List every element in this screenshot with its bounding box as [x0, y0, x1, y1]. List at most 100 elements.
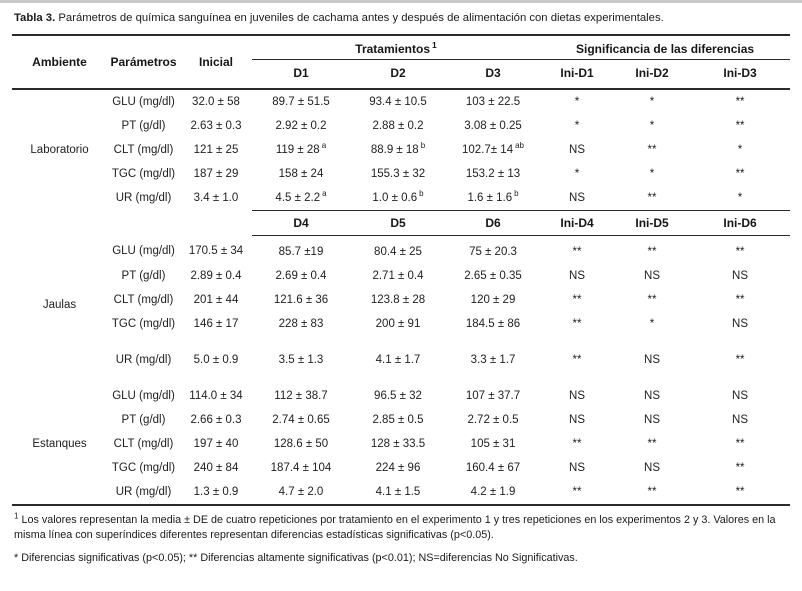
table-header: Ambiente Parámetros Inicial Tratamientos… — [12, 34, 791, 89]
significance-cell: * — [574, 95, 580, 108]
inicial-cell: 5.0 ± 0.9 — [193, 353, 239, 366]
table-row: PT (g/dl) 2.63 ± 0.3 2.92 ± 0.2 2.88 ± 0.2 3… — [12, 114, 790, 138]
significance-cell: ** — [735, 245, 745, 258]
treatment-cell: 3.08 ± 0.25 — [464, 119, 522, 132]
treatment-cell: 224 ± 96 — [375, 461, 421, 474]
treatment-cell: 4.1 ± 1.7 — [375, 353, 421, 366]
significance-cell: * — [649, 119, 655, 132]
inicial-cell: 114.0 ± 34 — [189, 389, 243, 402]
treatment-cell: 1.6 ± 1.6 b — [467, 188, 519, 204]
param-cell: GLU (mg/dl) — [112, 95, 175, 108]
significance-cell: NS — [732, 413, 749, 426]
subheader-row-d1-d3: D1 D2 D3 Ini-D1 Ini-D2 Ini-D3 — [12, 59, 790, 89]
param-cell: TGC (mg/dl) — [111, 167, 176, 180]
col-header-ini-d3: Ini-D3 — [723, 65, 757, 80]
col-header-ambiente: Ambiente — [32, 54, 87, 69]
significance-cell: ** — [572, 437, 582, 450]
significance-cell: ** — [735, 95, 745, 108]
treatment-cell: 103 ± 22.5 — [465, 95, 521, 108]
param-cell: GLU (mg/dl) — [112, 245, 175, 258]
subheader-cell: D4 — [252, 209, 350, 236]
table-row: Jaulas GLU (mg/dl) 170.5 ± 34 85.7 ±19 80.4 … — [12, 235, 790, 311]
treatment-cell: 123.8 ± 28 — [370, 293, 426, 306]
treatment-cell: 120 ± 29 — [470, 293, 516, 306]
inicial-cell: 240 ± 84 — [193, 461, 239, 474]
group-header-row: Ambiente Parámetros Inicial Tratamientos… — [12, 34, 791, 69]
significance-cell: ** — [647, 245, 657, 258]
significance-cell: ** — [647, 437, 657, 450]
treatment-cell: 3.3 ± 1.7 — [470, 353, 516, 366]
blood-chemistry-table: Ambiente Parámetros Inicial Tratamientos… — [12, 33, 791, 506]
subheader-row-d4-d6: D4 D5 D6 Ini-D4 Ini-D5 Ini-D6 — [12, 209, 791, 236]
param-cell: TGC (mg/dl) — [111, 461, 176, 474]
significance-cell: NS — [644, 269, 661, 282]
superscript-label: b — [420, 140, 426, 150]
table-row: PT (g/dl) 2.66 ± 0.3 2.74 ± 0.65 2.85 ± 0.5… — [12, 408, 790, 432]
table-row: TGC (mg/dl) 187 ± 29 158 ± 24 155.3 ± 32 153… — [12, 162, 790, 186]
treatment-cell: 128 ± 33.5 — [370, 437, 426, 450]
footnote-1-text: Los valores representan la media ± DE de… — [14, 513, 776, 541]
empty-cell — [12, 210, 107, 235]
significance-cell: NS — [569, 389, 586, 402]
table-row: TGC (mg/dl) 146 ± 17 228 ± 83 200 ± 91 184.5… — [12, 312, 790, 336]
param-cell: UR (mg/dl) — [115, 485, 172, 498]
significance-cell: * — [649, 317, 655, 330]
superscript-label: b — [419, 188, 424, 198]
significance-cell: NS — [569, 191, 586, 204]
group-header-significancia: Significancia de las diferencias — [540, 34, 791, 60]
ambiente-cell: Laboratorio — [30, 143, 89, 156]
significance-cell: ** — [647, 143, 657, 156]
significance-cell: ** — [735, 167, 745, 180]
param-cell: GLU (mg/dl) — [112, 389, 175, 402]
subheader-cell: Ini-D5 — [614, 209, 691, 236]
treatment-cell: 4.7 ± 2.0 — [278, 485, 324, 498]
significance-cell: ** — [572, 293, 582, 306]
param-cell: CLT (mg/dl) — [113, 293, 174, 306]
significance-cell: NS — [569, 143, 586, 156]
significance-cell: * — [649, 167, 655, 180]
inicial-cell: 2.66 ± 0.3 — [190, 413, 242, 426]
screenshot-top-edge — [0, 0, 802, 3]
significance-cell: ** — [735, 293, 745, 306]
footnote-marker-icon: 1 — [432, 39, 437, 50]
inicial-cell: 2.89 ± 0.4 — [190, 269, 242, 282]
param-cell: TGC (mg/dl) — [111, 317, 176, 330]
treatment-cell: 2.74 ± 0.65 — [272, 413, 330, 426]
group-header-tratamientos-label: Tratamientos — [355, 41, 430, 56]
treatment-cell: 2.71 ± 0.4 — [372, 269, 424, 282]
treatment-cell: 4.2 ± 1.9 — [470, 485, 516, 498]
subheader-cell: D5 — [350, 209, 446, 236]
superscript-label: a — [322, 188, 327, 198]
param-cell: PT (g/dl) — [121, 119, 166, 132]
significance-cell: ** — [735, 461, 745, 474]
inicial-cell: 187 ± 29 — [193, 167, 239, 180]
table-row: TGC (mg/dl) 240 ± 84 187.4 ± 104 224 ± 96 16… — [12, 456, 790, 480]
col-header-ini-d1: Ini-D1 — [560, 65, 594, 80]
significance-cell: * — [574, 119, 580, 132]
param-cell: CLT (mg/dl) — [113, 143, 174, 156]
param-cell: CLT (mg/dl) — [113, 437, 174, 450]
treatment-cell: 112 ± 38.7 — [274, 389, 328, 402]
treatment-cell: 2.92 ± 0.2 — [275, 119, 327, 132]
significance-cell: NS — [644, 389, 661, 402]
treatment-cell: 1.0 ± 0.6 b — [372, 188, 424, 204]
superscript-label: a — [321, 140, 327, 150]
significance-cell: NS — [569, 413, 586, 426]
param-cell: PT (g/dl) — [121, 413, 166, 426]
footnote-2: * Diferencias significativas (p<0.05); *… — [14, 551, 788, 566]
inicial-cell: 197 ± 40 — [193, 437, 239, 450]
inicial-cell: 201 ± 44 — [193, 293, 239, 306]
table-row: UR (mg/dl) 1.3 ± 0.9 4.7 ± 2.0 4.1 ± 1.5 4.2… — [12, 480, 790, 505]
treatment-cell: 2.72 ± 0.5 — [467, 413, 519, 426]
table-row: UR (mg/dl) 3.4 ± 1.0 4.5 ± 2.2 a 1.0 ± 0.6 b 1… — [12, 186, 790, 211]
treatment-cell: 160.4 ± 67 — [465, 461, 521, 474]
param-cell: PT (g/dl) — [121, 269, 166, 282]
table-row: CLT (mg/dl) 121 ± 25 119 ± 28 a 88.9 ± 18 b 10… — [12, 138, 790, 162]
inicial-cell: 32.0 ± 58 — [192, 95, 240, 108]
significance-cell: * — [737, 191, 743, 204]
treatment-cell: 2.88 ± 0.2 — [372, 119, 424, 132]
treatment-cell: 155.3 ± 32 — [370, 167, 426, 180]
empty-cell — [107, 210, 180, 235]
param-cell: UR (mg/dl) — [115, 191, 172, 204]
treatment-cell: 228 ± 83 — [278, 317, 324, 330]
